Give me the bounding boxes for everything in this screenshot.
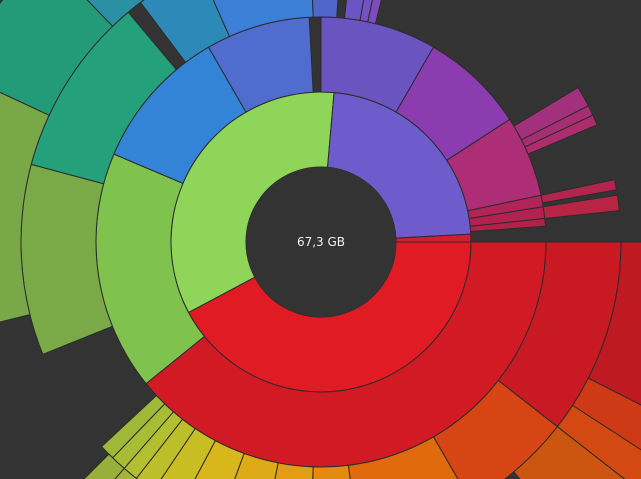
folder-segment[interactable]	[587, 241, 641, 424]
folder-segment[interactable]	[542, 194, 620, 220]
folder-segment[interactable]	[311, 0, 342, 19]
folder-segment[interactable]	[0, 0, 114, 116]
folder-segment[interactable]	[513, 425, 636, 479]
folder-segment[interactable]	[347, 436, 471, 479]
folder-segment[interactable]	[38, 453, 125, 479]
center-disc[interactable]	[246, 167, 396, 317]
folder-segment[interactable]	[43, 0, 153, 27]
folder-segment[interactable]	[469, 217, 546, 233]
folder-segment[interactable]	[0, 73, 50, 339]
folder-segment[interactable]	[524, 114, 598, 155]
folder-segment[interactable]	[367, 0, 394, 25]
folder-segment[interactable]	[199, 0, 314, 38]
folder-segment[interactable]	[540, 179, 618, 204]
